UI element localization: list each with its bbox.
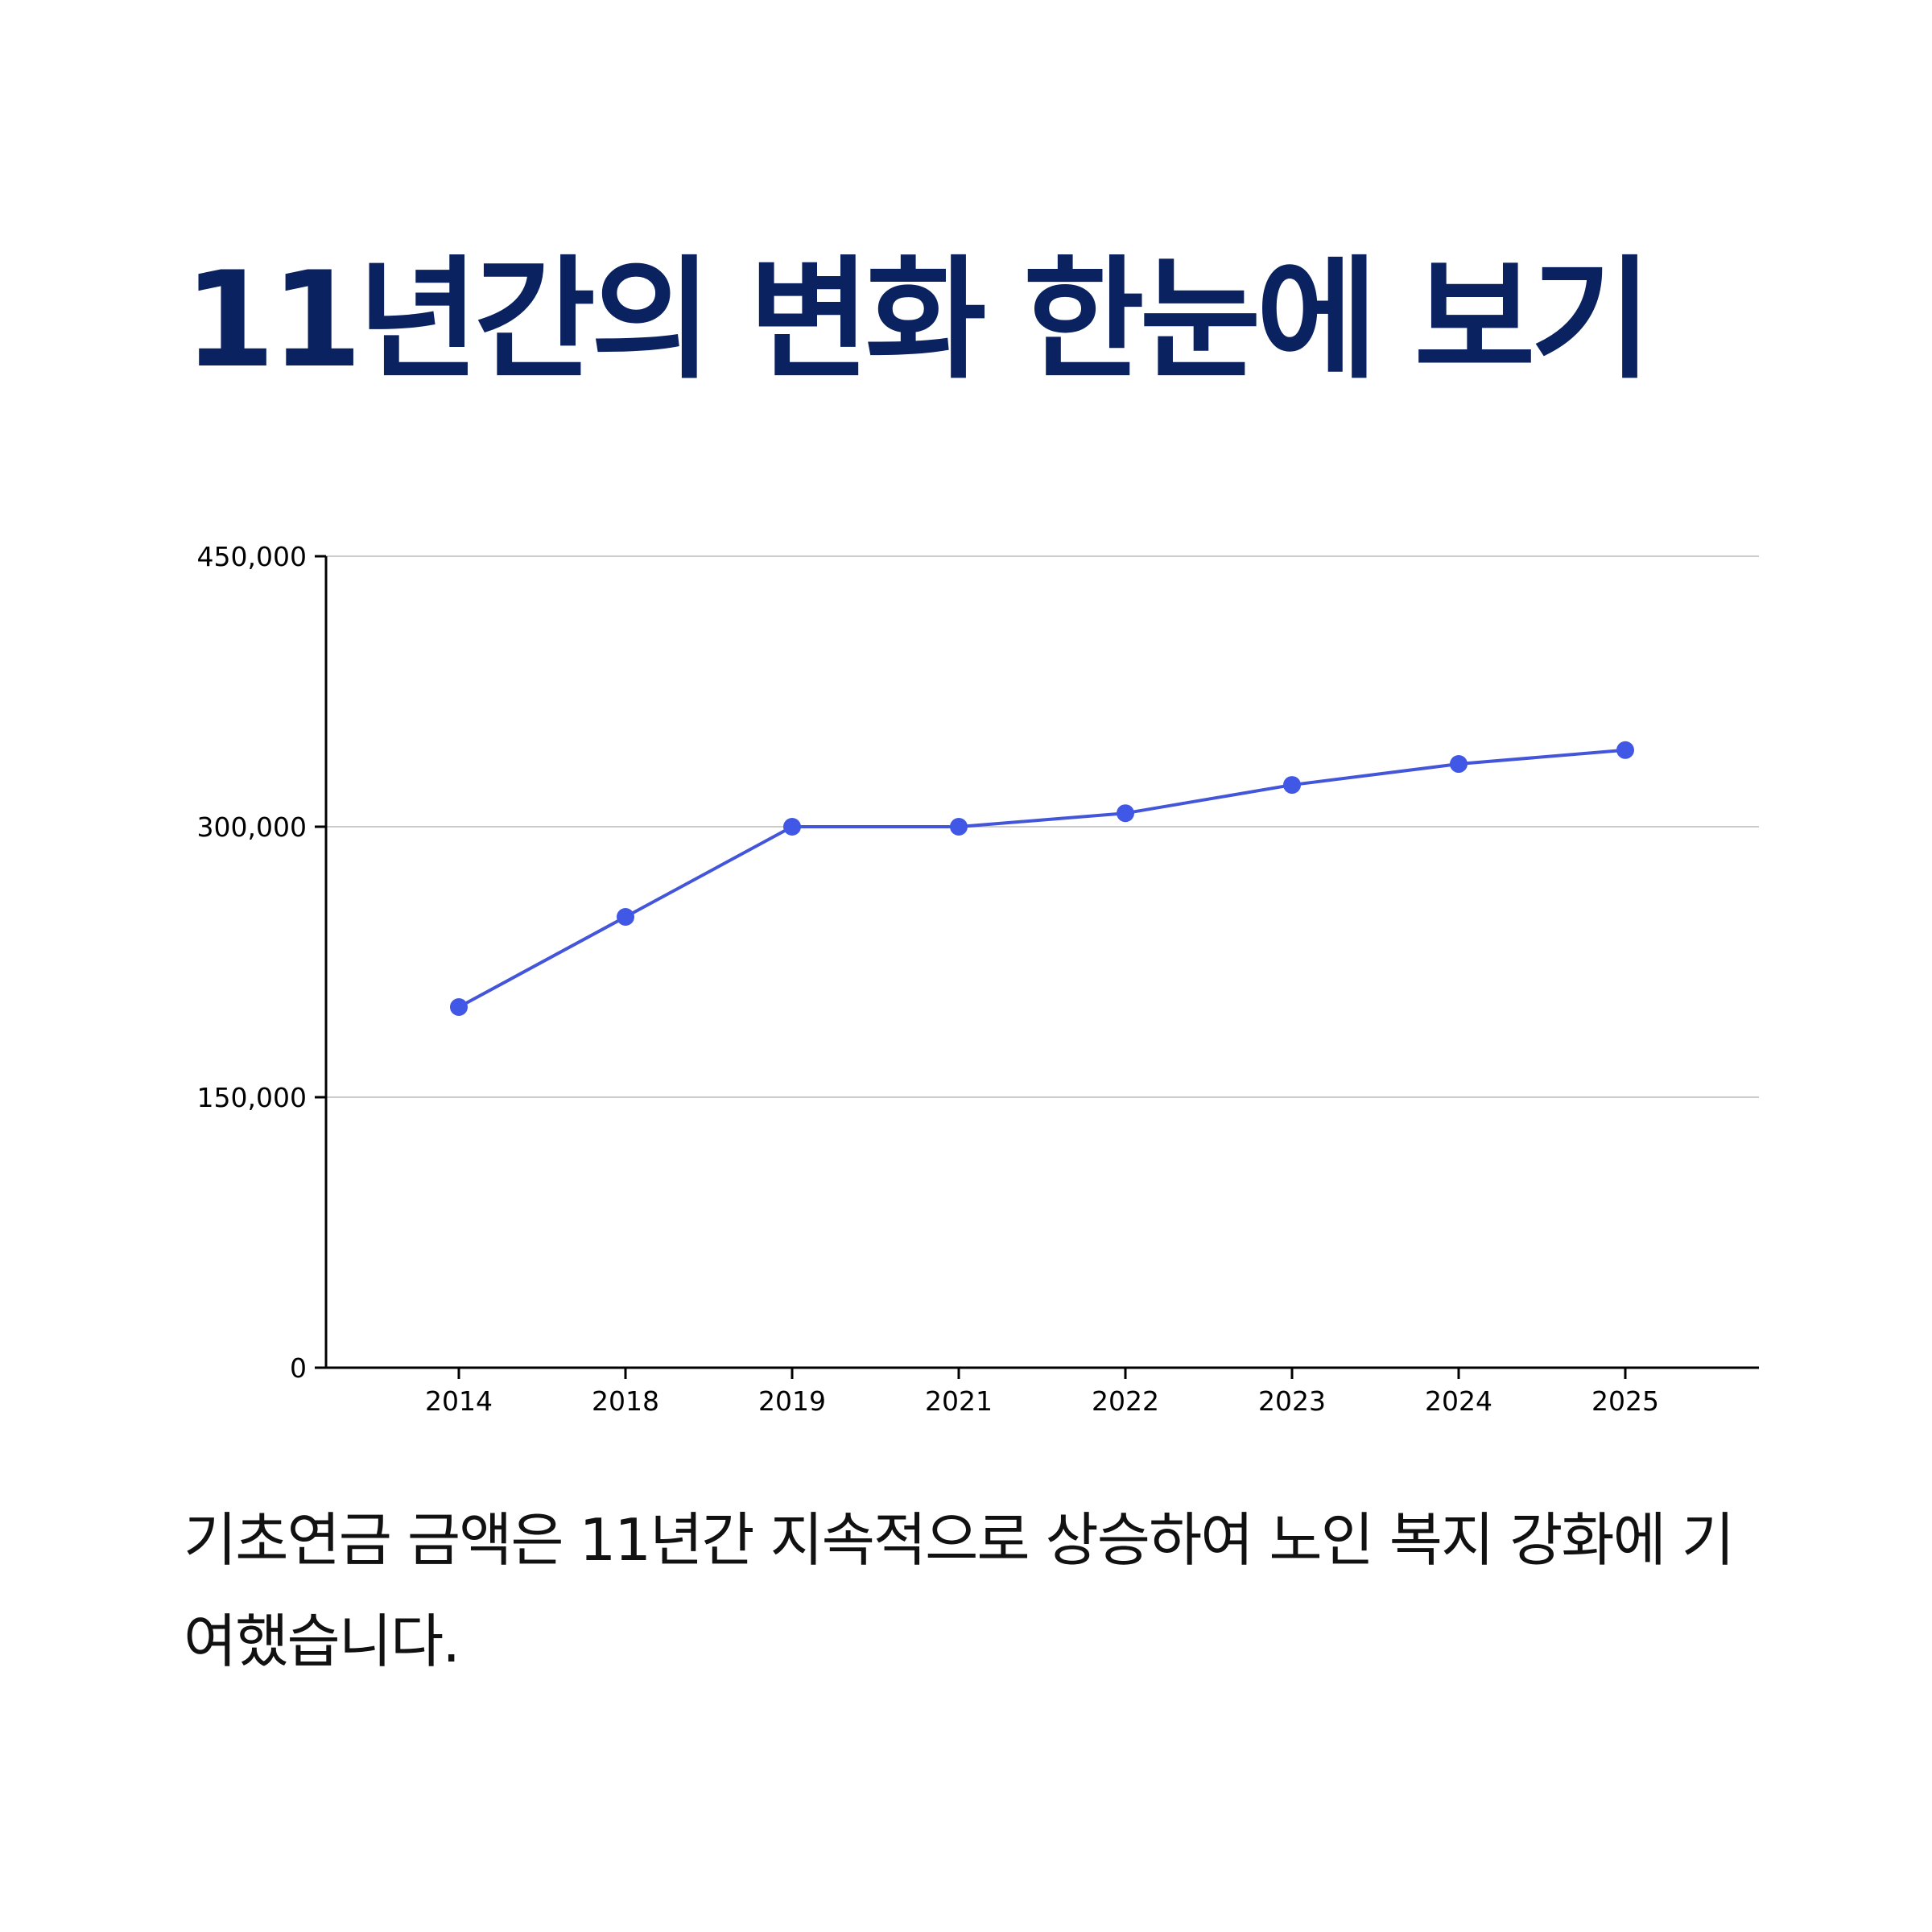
data-point [783, 818, 801, 836]
data-point [1450, 755, 1468, 774]
y-axis-ticks: 0 150,000 300,000 450,000 [197, 541, 326, 1384]
chart-caption: 기초연금 금액은 11년간 지속적으로 상승하여 노인 복지 강화에 기여했습니… [184, 1506, 1735, 1675]
x-tick-label: 2018 [592, 1385, 659, 1417]
data-series [450, 741, 1634, 1016]
data-point [1283, 776, 1301, 795]
x-tick-label: 2025 [1591, 1385, 1659, 1417]
data-point [1117, 804, 1134, 823]
y-tick-label: 450,000 [197, 541, 307, 572]
series-line [458, 748, 1626, 1009]
x-tick-label: 2014 [425, 1385, 493, 1417]
page-title: 11년간의 변화 한눈에 보기 [184, 243, 1652, 397]
axes [324, 556, 1759, 1369]
x-tick-label: 2023 [1258, 1385, 1326, 1417]
gridlines [326, 555, 1759, 1098]
x-tick-label: 2019 [758, 1385, 826, 1417]
x-axis-ticks: 2014 2018 2019 2021 2022 2023 2024 2025 [425, 1368, 1659, 1417]
x-tick-label: 2021 [925, 1385, 993, 1417]
x-tick-label: 2022 [1092, 1385, 1159, 1417]
y-tick-label: 150,000 [197, 1082, 307, 1113]
data-point [450, 998, 468, 1016]
y-tick-label: 0 [290, 1352, 307, 1384]
data-point [1616, 741, 1634, 759]
data-point [950, 818, 968, 836]
data-point [617, 908, 634, 926]
y-tick-label: 300,000 [197, 811, 307, 843]
x-tick-label: 2024 [1425, 1385, 1492, 1417]
